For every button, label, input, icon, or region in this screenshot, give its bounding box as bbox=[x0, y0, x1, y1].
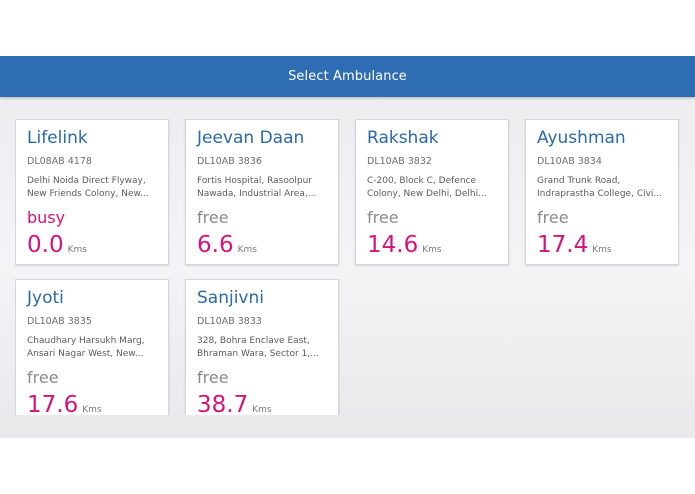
address-line-1: 328, Bohra Enclave East, bbox=[197, 336, 310, 346]
ambulance-address: C-200, Block C, Defence Colony, New Delh… bbox=[367, 175, 499, 201]
ambulance-name: Jeevan Daan bbox=[197, 128, 305, 148]
ambulance-status: free bbox=[197, 368, 229, 387]
ambulance-name: Lifelink bbox=[27, 128, 88, 148]
ambulance-card-jeevan-daan[interactable]: Jeevan Daan DL10AB 3836 Fortis Hospital,… bbox=[185, 119, 339, 265]
distance-unit: Kms bbox=[82, 405, 102, 415]
app-bar-title: Select Ambulance bbox=[288, 69, 407, 84]
ambulance-name: Rakshak bbox=[367, 128, 439, 148]
ambulance-distance: 17.6 Kms bbox=[27, 392, 102, 415]
ambulance-card-lifelink[interactable]: Lifelink DL08AB 4178 Delhi Noida Direct … bbox=[15, 119, 169, 265]
ambulance-distance: 14.6 Kms bbox=[367, 232, 442, 258]
address-line-1: C-200, Block C, Defence bbox=[367, 176, 477, 186]
address-line-1: Delhi Noida Direct Flyway, bbox=[27, 176, 146, 186]
distance-value: 0.0 bbox=[27, 232, 64, 258]
ambulance-plate: DL10AB 3835 bbox=[27, 316, 92, 327]
ambulance-name: Sanjivni bbox=[197, 288, 264, 308]
ambulance-address: Delhi Noida Direct Flyway, New Friends C… bbox=[27, 175, 159, 201]
ambulance-card-sanjivni[interactable]: Sanjivni DL10AB 3833 328, Bohra Enclave … bbox=[185, 279, 339, 415]
ambulance-grid: Lifelink DL08AB 4178 Delhi Noida Direct … bbox=[15, 119, 680, 415]
distance-value: 17.4 bbox=[537, 232, 589, 258]
ambulance-card-jyoti[interactable]: Jyoti DL10AB 3835 Chaudhary Harsukh Marg… bbox=[15, 279, 169, 415]
ambulance-name: Ayushman bbox=[537, 128, 626, 148]
ambulance-address: Chaudhary Harsukh Marg, Ansari Nagar Wes… bbox=[27, 335, 159, 361]
ambulance-card-ayushman[interactable]: Ayushman DL10AB 3834 Grand Trunk Road, I… bbox=[525, 119, 679, 265]
ambulance-address: 328, Bohra Enclave East, Bhraman Wara, S… bbox=[197, 335, 329, 361]
distance-unit: Kms bbox=[67, 245, 87, 255]
address-line-2: New Friends Colony, New... bbox=[27, 189, 149, 199]
distance-value: 14.6 bbox=[367, 232, 419, 258]
ambulance-status: free bbox=[537, 208, 569, 227]
ambulance-screen: Select Ambulance Lifelink DL08AB 4178 De… bbox=[0, 56, 695, 438]
ambulance-plate: DL10AB 3836 bbox=[197, 156, 262, 167]
distance-value: 38.7 bbox=[197, 392, 249, 415]
ambulance-distance: 17.4 Kms bbox=[537, 232, 612, 258]
address-line-1: Fortis Hospital, Rasoolpur bbox=[197, 176, 312, 186]
ambulance-status: free bbox=[367, 208, 399, 227]
ambulance-distance: 38.7 Kms bbox=[197, 392, 272, 415]
ambulance-plate: DL10AB 3832 bbox=[367, 156, 432, 167]
distance-unit: Kms bbox=[592, 245, 612, 255]
distance-value: 17.6 bbox=[27, 392, 79, 415]
distance-unit: Kms bbox=[252, 405, 272, 415]
ambulance-distance: 6.6 Kms bbox=[197, 232, 257, 258]
ambulance-card-rakshak[interactable]: Rakshak DL10AB 3832 C-200, Block C, Defe… bbox=[355, 119, 509, 265]
distance-unit: Kms bbox=[237, 245, 257, 255]
ambulance-address: Fortis Hospital, Rasoolpur Nawada, Indus… bbox=[197, 175, 329, 201]
distance-unit: Kms bbox=[422, 245, 442, 255]
ambulance-plate: DL10AB 3834 bbox=[537, 156, 602, 167]
ambulance-plate: DL10AB 3833 bbox=[197, 316, 262, 327]
app-bar: Select Ambulance bbox=[0, 56, 695, 97]
ambulance-status: busy bbox=[27, 208, 66, 227]
ambulance-name: Jyoti bbox=[27, 288, 64, 308]
ambulance-distance: 0.0 Kms bbox=[27, 232, 87, 258]
address-line-2: Nawada, Industrial Area,... bbox=[197, 189, 317, 199]
ambulance-address: Grand Trunk Road, Indraprastha College, … bbox=[537, 175, 669, 201]
address-line-1: Grand Trunk Road, bbox=[537, 176, 621, 186]
address-line-2: Indraprastha College, Civi... bbox=[537, 189, 663, 199]
address-line-2: Ansari Nagar West, New... bbox=[27, 349, 144, 359]
ambulance-status: free bbox=[27, 368, 59, 387]
distance-value: 6.6 bbox=[197, 232, 234, 258]
ambulance-plate: DL08AB 4178 bbox=[27, 156, 92, 167]
address-line-2: Colony, New Delhi, Delhi... bbox=[367, 189, 487, 199]
address-line-2: Bhraman Wara, Sector 1,... bbox=[197, 349, 319, 359]
ambulance-status: free bbox=[197, 208, 229, 227]
address-line-1: Chaudhary Harsukh Marg, bbox=[27, 336, 145, 346]
